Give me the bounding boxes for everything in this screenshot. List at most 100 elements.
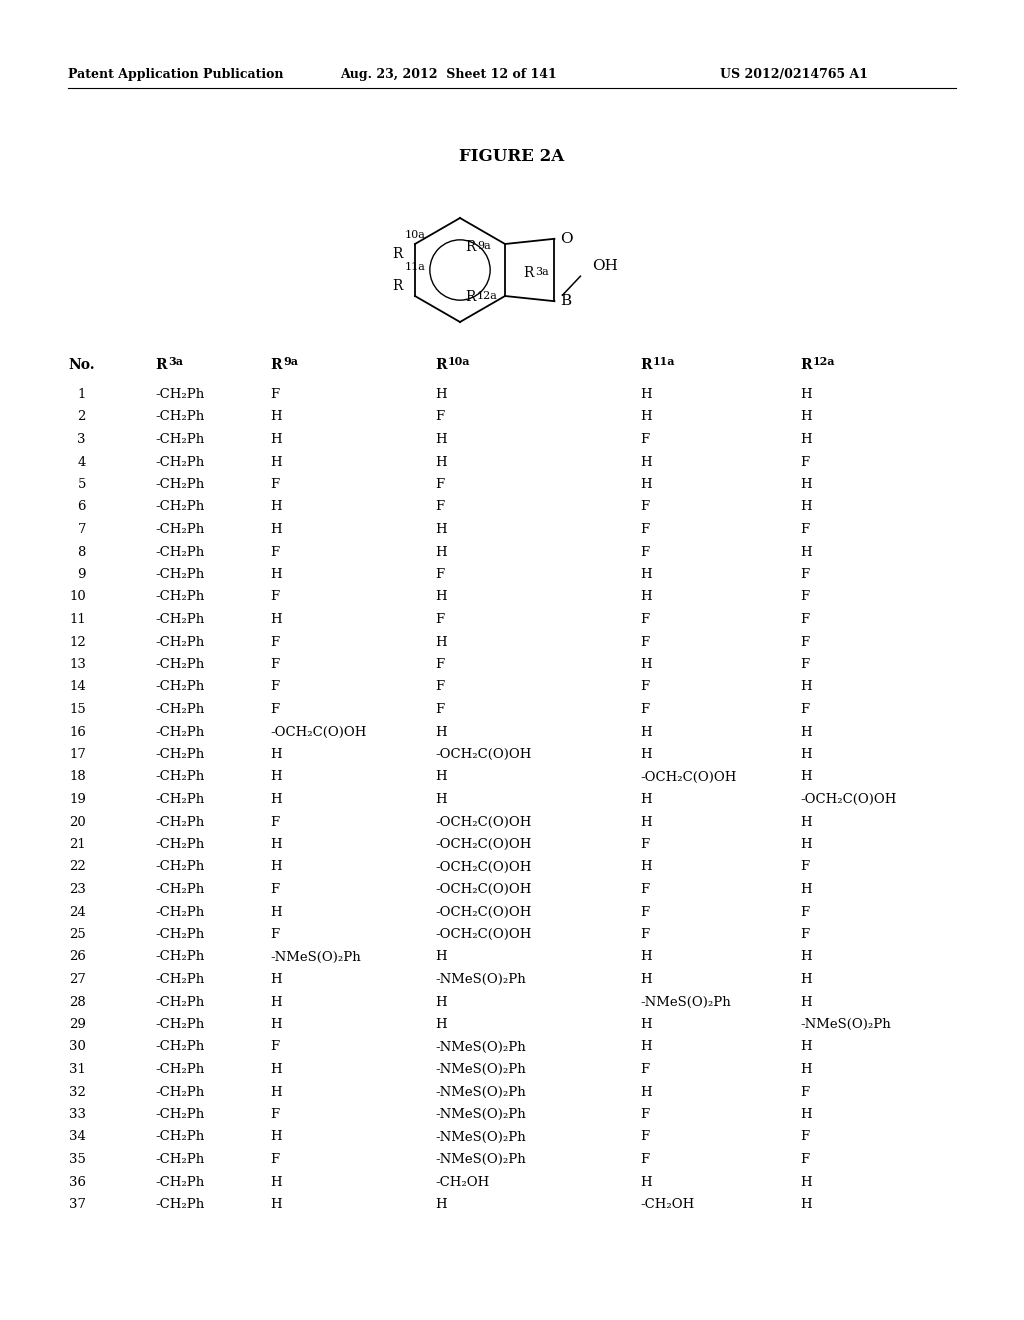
Text: 37: 37	[69, 1199, 86, 1210]
Text: -CH₂Ph: -CH₂Ph	[155, 726, 204, 738]
Text: 10a: 10a	[449, 356, 470, 367]
Text: -OCH₂C(O)OH: -OCH₂C(O)OH	[435, 748, 531, 762]
Text: F: F	[270, 883, 280, 896]
Text: F: F	[640, 500, 649, 513]
Text: F: F	[270, 928, 280, 941]
Text: F: F	[800, 704, 809, 715]
Text: F: F	[640, 1130, 649, 1143]
Text: H: H	[640, 411, 651, 424]
Text: 3a: 3a	[535, 267, 549, 277]
Text: H: H	[270, 1085, 282, 1098]
Text: H: H	[270, 523, 282, 536]
Text: 10a: 10a	[404, 230, 426, 240]
Text: F: F	[270, 657, 280, 671]
Text: H: H	[800, 388, 812, 401]
Text: F: F	[800, 1130, 809, 1143]
Text: F: F	[800, 861, 809, 874]
Text: -CH₂Ph: -CH₂Ph	[155, 1018, 204, 1031]
Text: -CH₂Ph: -CH₂Ph	[155, 411, 204, 424]
Text: 23: 23	[70, 883, 86, 896]
Text: -CH₂Ph: -CH₂Ph	[155, 995, 204, 1008]
Text: H: H	[800, 1199, 812, 1210]
Text: 22: 22	[70, 861, 86, 874]
Text: H: H	[800, 748, 812, 762]
Text: 11a: 11a	[404, 261, 426, 272]
Text: -CH₂Ph: -CH₂Ph	[155, 973, 204, 986]
Text: 9a: 9a	[477, 242, 490, 251]
Text: -CH₂Ph: -CH₂Ph	[155, 568, 204, 581]
Text: -CH₂Ph: -CH₂Ph	[155, 906, 204, 919]
Text: F: F	[640, 1152, 649, 1166]
Text: H: H	[435, 793, 446, 807]
Text: -NMeS(O)₂Ph: -NMeS(O)₂Ph	[435, 1107, 525, 1121]
Text: H: H	[640, 973, 651, 986]
Text: F: F	[270, 478, 280, 491]
Text: R: R	[435, 358, 446, 372]
Text: O: O	[560, 232, 573, 246]
Text: 32: 32	[70, 1085, 86, 1098]
Text: H: H	[270, 973, 282, 986]
Text: -CH₂Ph: -CH₂Ph	[155, 928, 204, 941]
Text: 9a: 9a	[283, 356, 298, 367]
Text: F: F	[435, 411, 444, 424]
Text: H: H	[270, 748, 282, 762]
Text: H: H	[270, 455, 282, 469]
Text: -CH₂Ph: -CH₂Ph	[155, 590, 204, 603]
Text: 4: 4	[78, 455, 86, 469]
Text: -CH₂Ph: -CH₂Ph	[155, 1152, 204, 1166]
Text: -CH₂Ph: -CH₂Ph	[155, 433, 204, 446]
Text: F: F	[270, 704, 280, 715]
Text: -OCH₂C(O)OH: -OCH₂C(O)OH	[435, 838, 531, 851]
Text: H: H	[270, 1063, 282, 1076]
Text: -CH₂Ph: -CH₂Ph	[155, 1176, 204, 1188]
Text: H: H	[800, 973, 812, 986]
Text: -CH₂Ph: -CH₂Ph	[155, 883, 204, 896]
Text: -CH₂Ph: -CH₂Ph	[155, 1085, 204, 1098]
Text: 34: 34	[70, 1130, 86, 1143]
Text: 35: 35	[70, 1152, 86, 1166]
Text: H: H	[435, 455, 446, 469]
Text: 11a: 11a	[653, 356, 676, 367]
Text: F: F	[270, 635, 280, 648]
Text: H: H	[800, 950, 812, 964]
Text: F: F	[435, 704, 444, 715]
Text: H: H	[270, 411, 282, 424]
Text: H: H	[435, 590, 446, 603]
Text: H: H	[435, 950, 446, 964]
Text: -OCH₂C(O)OH: -OCH₂C(O)OH	[435, 883, 531, 896]
Text: F: F	[640, 1063, 649, 1076]
Text: H: H	[270, 1018, 282, 1031]
Text: -CH₂Ph: -CH₂Ph	[155, 455, 204, 469]
Text: 15: 15	[70, 704, 86, 715]
Text: -CH₂Ph: -CH₂Ph	[155, 1130, 204, 1143]
Text: F: F	[270, 1040, 280, 1053]
Text: -CH₂Ph: -CH₂Ph	[155, 478, 204, 491]
Text: -NMeS(O)₂Ph: -NMeS(O)₂Ph	[800, 1018, 891, 1031]
Text: H: H	[435, 545, 446, 558]
Text: -NMeS(O)₂Ph: -NMeS(O)₂Ph	[435, 1152, 525, 1166]
Text: -NMeS(O)₂Ph: -NMeS(O)₂Ph	[435, 1063, 525, 1076]
Text: R: R	[523, 267, 534, 280]
Text: F: F	[640, 681, 649, 693]
Text: -CH₂Ph: -CH₂Ph	[155, 1107, 204, 1121]
Text: H: H	[640, 657, 651, 671]
Text: F: F	[800, 523, 809, 536]
Text: R: R	[465, 240, 475, 253]
Text: H: H	[270, 612, 282, 626]
Text: 12a: 12a	[477, 290, 498, 301]
Text: F: F	[270, 681, 280, 693]
Text: 16: 16	[70, 726, 86, 738]
Text: F: F	[800, 590, 809, 603]
Text: H: H	[640, 1085, 651, 1098]
Text: H: H	[640, 1176, 651, 1188]
Text: F: F	[800, 906, 809, 919]
Text: -CH₂Ph: -CH₂Ph	[155, 816, 204, 829]
Text: -OCH₂C(O)OH: -OCH₂C(O)OH	[800, 793, 896, 807]
Text: 24: 24	[70, 906, 86, 919]
Text: F: F	[435, 478, 444, 491]
Text: H: H	[800, 995, 812, 1008]
Text: F: F	[640, 635, 649, 648]
Text: 19: 19	[70, 793, 86, 807]
Text: 30: 30	[70, 1040, 86, 1053]
Text: -CH₂Ph: -CH₂Ph	[155, 861, 204, 874]
